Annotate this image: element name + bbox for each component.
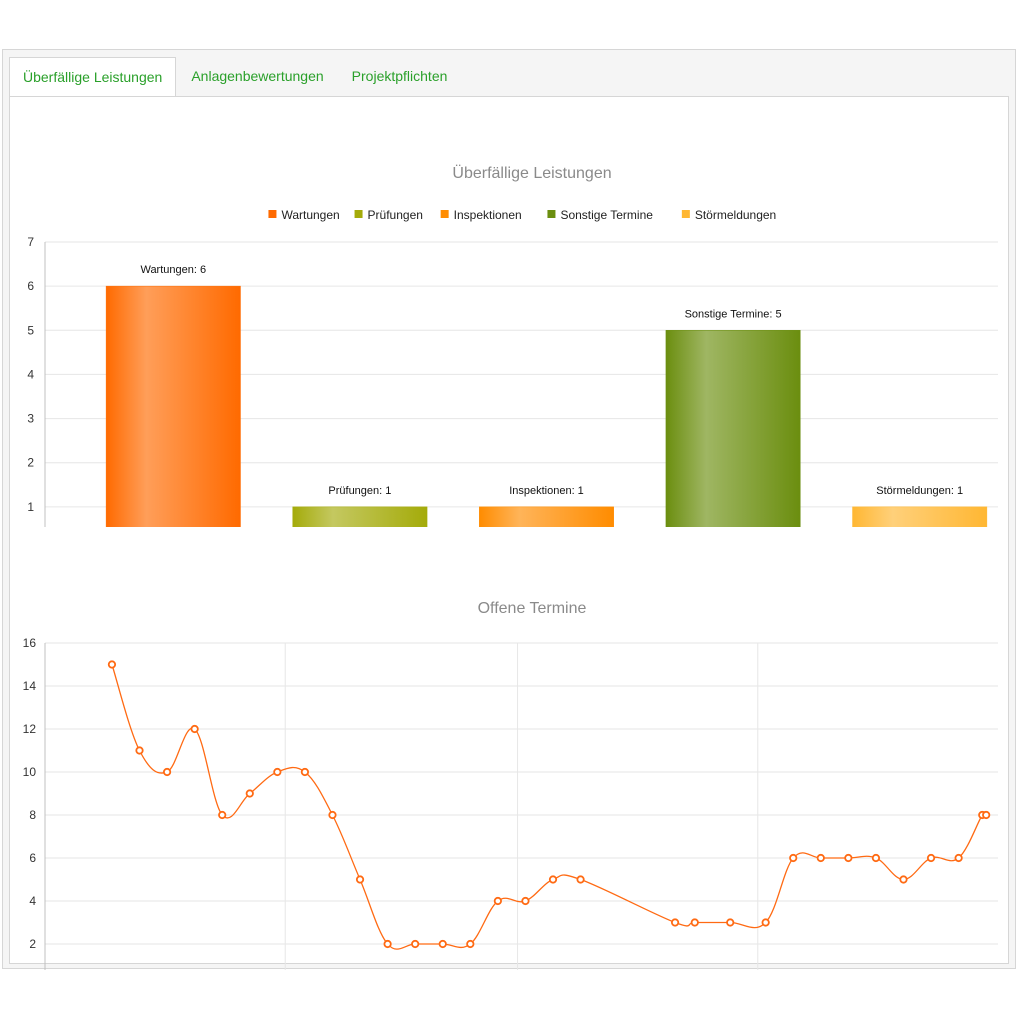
y-tick-label: 6: [29, 851, 36, 865]
legend-item-wartungen: Wartungen: [281, 208, 339, 222]
y-tick-label: 6: [27, 279, 34, 293]
data-point-22: [789, 853, 798, 863]
chart-title: Offene Termine: [478, 600, 587, 617]
bar-stoermeldungen: [852, 506, 988, 527]
data-point-19: [690, 918, 699, 927]
tab-bar: Überfällige Leistungen Anlagenbewertunge…: [9, 57, 462, 97]
data-point-17: [576, 875, 585, 884]
data-point-0: [107, 660, 117, 669]
data-point-9: [355, 875, 365, 884]
legend-item-stoermeldungen: Störmeldungen: [695, 208, 776, 222]
data-point-1: [135, 746, 144, 755]
data-point-13: [466, 939, 475, 949]
series-line: [111, 664, 987, 950]
y-tick-label: 3: [27, 412, 34, 426]
data-point-2: [162, 767, 172, 777]
data-point-28: [954, 853, 963, 863]
legend-marker-pruefungen: [354, 210, 363, 218]
data-point-30: [982, 810, 991, 820]
y-tick-label: 4: [27, 367, 34, 381]
bar-sonstige-termine: [665, 330, 801, 527]
legend-marker-inspektionen: [440, 210, 449, 218]
legend-marker-stoermeldungen: [681, 210, 690, 218]
legend-marker-wartungen: [268, 210, 277, 218]
data-point-18: [670, 918, 680, 927]
y-tick-label: 16: [23, 636, 37, 650]
y-tick-label: 2: [27, 456, 34, 470]
data-point-15: [521, 896, 530, 906]
y-tick-label: 14: [23, 679, 37, 693]
bar-wartungen: [105, 285, 241, 527]
data-point-8: [328, 810, 337, 820]
data-point-25: [871, 853, 881, 863]
y-tick-label: 4: [29, 894, 36, 908]
data-point-3: [190, 724, 199, 734]
legend-item-inspektionen: Inspektionen: [454, 208, 522, 222]
bar-chart: Überfällige Leistungen Wartungen Prüfungen…: [27, 164, 998, 527]
data-label-wartungen: Wartungen: 6: [140, 264, 206, 276]
data-label-stoermeldungen: Störmeldungen: 1: [876, 485, 963, 497]
data-point-6: [273, 767, 282, 777]
data-point-11: [411, 939, 420, 949]
chart-title: Überfällige Leistungen: [452, 164, 611, 182]
data-point-12: [438, 939, 447, 949]
y-tick-label: 1: [27, 500, 34, 514]
legend-item-sonstige-termine: Sonstige Termine: [560, 208, 653, 222]
tab-projektpflichten[interactable]: Projektpflichten: [351, 68, 448, 84]
data-point-20: [726, 918, 735, 927]
line-chart: Offene Termine0246810121416Nov '17Jan '1…: [23, 600, 998, 970]
y-tick-label: 12: [23, 722, 37, 736]
data-point-16: [548, 875, 558, 884]
data-label-pruefungen: Prüfungen: 1: [328, 485, 391, 497]
bar-pruefungen: [292, 506, 428, 527]
tab-ueberfaellige-leistungen[interactable]: Überfällige Leistungen: [9, 57, 177, 97]
data-point-10: [383, 939, 392, 949]
tab-anlagenbewertungen[interactable]: Anlagenbewertungen: [191, 68, 324, 84]
data-point-26: [899, 875, 908, 884]
bar-inspektionen: [479, 506, 614, 527]
data-label-inspektionen: Inspektionen: 1: [509, 485, 584, 497]
chart-legend: Wartungen Prüfungen Inspektionen Sonstige T…: [268, 208, 776, 222]
data-point-24: [844, 853, 853, 863]
data-point-5: [245, 789, 254, 798]
tab-panel: Überfällige Leistungen Wartungen Prüfungen…: [9, 96, 1009, 970]
data-point-14: [493, 896, 502, 906]
dashboard-widget: Überfällige Leistungen Anlagenbewertunge…: [2, 49, 1016, 970]
legend-marker-sonstige-termine: [547, 210, 556, 218]
legend-item-pruefungen: Prüfungen: [368, 208, 423, 222]
data-point-4: [218, 810, 227, 820]
data-point-7: [300, 767, 310, 777]
data-point-21: [761, 918, 770, 927]
y-tick-label: 10: [23, 765, 37, 779]
data-label-sonstige-termine: Sonstige Termine: 5: [685, 308, 782, 320]
y-tick-label: 2: [29, 937, 36, 951]
y-tick-label: 8: [29, 808, 36, 822]
data-point-27: [926, 853, 936, 863]
y-tick-label: 7: [27, 235, 34, 249]
data-point-23: [816, 853, 825, 863]
y-tick-label: 5: [27, 323, 34, 337]
